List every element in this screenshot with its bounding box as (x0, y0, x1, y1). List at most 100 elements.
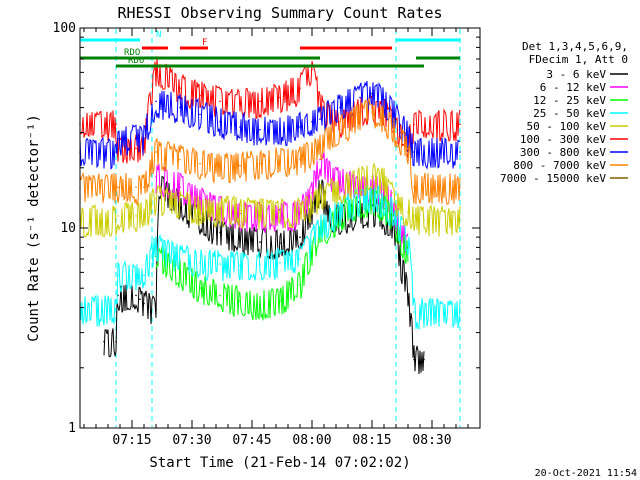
data-point (391, 109, 393, 111)
series-800-7000-kev (79, 97, 461, 207)
data-point (359, 115, 361, 118)
data-point (259, 100, 261, 103)
legend-label: 100 - 300 keV (520, 133, 606, 146)
data-point (117, 137, 119, 140)
data-point (143, 274, 145, 277)
data-point (299, 258, 301, 260)
data-point (115, 309, 117, 311)
data-point (383, 201, 385, 203)
data-point (311, 120, 313, 123)
data-point (279, 262, 281, 264)
data-point (239, 264, 241, 267)
data-point (135, 186, 137, 188)
data-point (155, 246, 157, 249)
data-point (339, 186, 341, 188)
data-point (117, 274, 119, 277)
data-point (199, 287, 201, 290)
data-point (383, 98, 385, 101)
data-point (219, 164, 221, 167)
data-point (143, 302, 145, 305)
data-point (399, 227, 401, 229)
series-line (79, 97, 461, 207)
data-point (259, 302, 261, 305)
x-tick-label: 08:15 (352, 433, 391, 448)
footer-timestamp: 20-Oct-2021 11:54 (535, 468, 637, 479)
data-point (371, 176, 373, 178)
data-point (399, 123, 401, 126)
data-point (371, 111, 373, 113)
data-point (279, 96, 281, 99)
data-point (391, 211, 393, 213)
data-point (239, 300, 241, 303)
data-point (155, 309, 157, 311)
data-point (135, 294, 137, 297)
data-point (319, 198, 321, 200)
flag-f: F (142, 38, 392, 50)
data-point (311, 151, 313, 153)
data-point (279, 211, 281, 213)
legend-label: 7000 - 15000 keV (500, 172, 606, 185)
data-point (407, 296, 409, 299)
data-point (179, 158, 181, 161)
data-point (115, 218, 117, 221)
data-point (239, 209, 241, 212)
data-point (407, 147, 409, 150)
data-point (299, 126, 301, 128)
data-point (407, 134, 409, 137)
data-point (459, 123, 461, 126)
y-axis-label: Count Rate (s⁻¹ detector⁻¹) (26, 114, 42, 342)
legend-label: 300 - 800 keV (520, 146, 606, 159)
data-point (399, 137, 401, 140)
chart-title: RHESSI Observing Summary Count Rates (117, 4, 442, 22)
data-point (413, 358, 415, 361)
series-line (79, 56, 461, 164)
data-point (327, 211, 329, 213)
data-point (359, 96, 361, 99)
data-point (135, 215, 137, 217)
data-point (135, 137, 137, 140)
data-point (239, 126, 241, 128)
data-point (239, 164, 241, 167)
flag-label: N (156, 30, 161, 40)
data-point (383, 115, 385, 118)
data-point (371, 92, 373, 95)
x-tick-label: 07:30 (172, 433, 211, 448)
data-point (459, 311, 461, 313)
legend-label: 25 - 50 keV (533, 107, 606, 120)
data-point (459, 186, 461, 188)
y-tick-label: 100 (53, 21, 76, 36)
x-tick-label: 07:45 (232, 433, 271, 448)
data-point (143, 137, 145, 140)
legend: Det 1,3,4,5,6,9,FDecim 1, Att 0 3 - 6 keV… (500, 40, 628, 185)
data-point (199, 113, 201, 116)
y-tick-label: 10 (60, 221, 76, 236)
data-point (311, 204, 313, 206)
data-point (391, 126, 393, 128)
legend-header: Det 1,3,4,5,6,9, (522, 40, 628, 53)
legend-label: 6 - 12 keV (540, 81, 607, 94)
data-point (391, 192, 393, 194)
data-point (199, 198, 201, 200)
data-point (413, 123, 415, 126)
data-point (219, 231, 221, 234)
data-point (311, 252, 313, 254)
data-point (179, 204, 181, 206)
data-point (413, 151, 415, 153)
x-tick-label: 07:15 (112, 433, 151, 448)
flag-rdo: RDO (80, 48, 460, 60)
data-point (339, 106, 341, 109)
data-point (279, 128, 281, 131)
data-point (383, 207, 385, 210)
data-point (199, 94, 201, 97)
data-point (319, 118, 321, 120)
data-point (155, 151, 157, 153)
data-point (139, 298, 141, 301)
data-point (143, 186, 145, 188)
data-point (115, 123, 117, 126)
data-point (199, 162, 201, 165)
data-point (135, 147, 137, 150)
data-point (199, 207, 201, 210)
data-point (299, 236, 301, 238)
data-point (407, 211, 409, 213)
